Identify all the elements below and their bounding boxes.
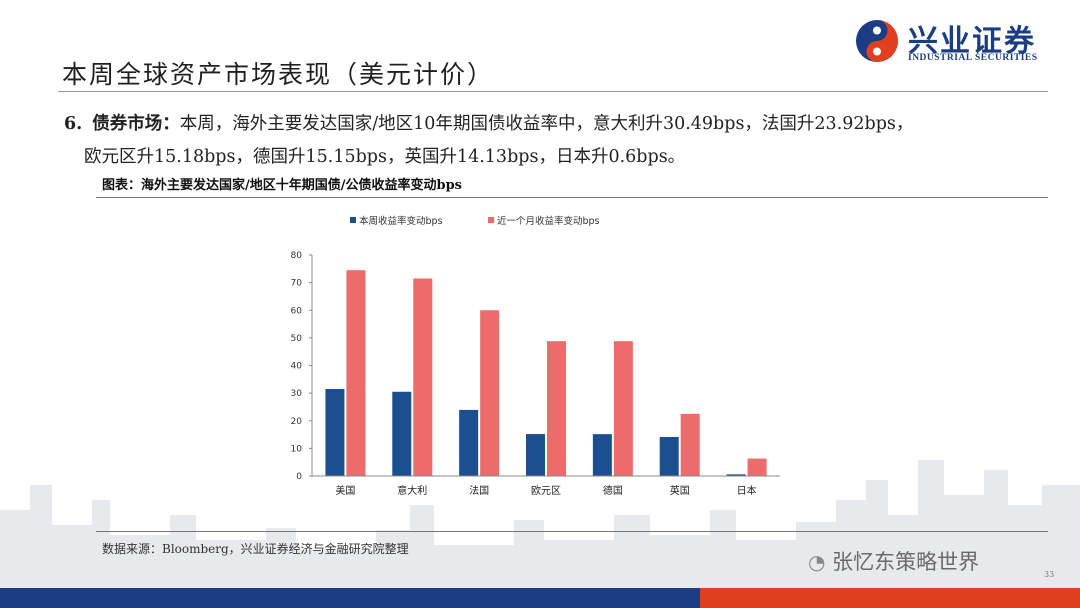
bar-weekly-4 — [592, 434, 612, 476]
title-divider — [58, 91, 1048, 92]
legend-swatch-1 — [488, 217, 494, 223]
body-paragraph: 6. 债券市场：本周，海外主要发达国家/地区10年期国债收益率中，意大利升30.4… — [64, 108, 1024, 174]
y-tick-label: 60 — [291, 306, 303, 316]
x-category-label: 法国 — [469, 484, 489, 497]
skyline-background — [0, 460, 1080, 588]
chart-legend: 本周收益率变动bps 近一个月收益率变动bps — [350, 215, 600, 227]
bar-weekly-2 — [459, 409, 479, 476]
x-category-label: 德国 — [603, 484, 623, 497]
point-line-1: 本周，海外主要发达国家/地区10年期国债收益率中，意大利升30.49bps，法国… — [179, 114, 914, 134]
point-number: 6. — [64, 114, 83, 134]
figure-top-rule — [96, 197, 1048, 198]
logo-subtitle: INDUSTRIAL SECURITIES — [908, 53, 1038, 63]
bar-weekly-3 — [526, 434, 545, 476]
x-category-label: 美国 — [335, 484, 355, 497]
bar-monthly-5 — [680, 413, 700, 476]
bar-weekly-0 — [325, 388, 345, 476]
y-tick-label: 40 — [291, 362, 303, 372]
bar-monthly-6 — [747, 458, 767, 476]
y-tick-label: 80 — [291, 251, 303, 261]
x-category-label: 意大利 — [397, 484, 427, 497]
data-source-note: 数据来源：Bloomberg，兴业证券经济与金融研究院整理 — [102, 542, 409, 556]
x-category-label: 欧元区 — [531, 485, 561, 497]
page-title: 本周全球资产市场表现（美元计价） — [62, 60, 495, 89]
point-heading: 债券市场： — [92, 114, 180, 134]
figure-caption: 图表：海外主要发达国家/地区十年期国债/公债收益率变动bps — [102, 178, 462, 193]
y-tick-label: 50 — [291, 334, 303, 344]
company-logo: 兴业证券 INDUSTRIAL SECURITIES — [852, 16, 1067, 68]
legend-label-1: 近一个月收益率变动bps — [497, 215, 600, 227]
figure-bottom-rule — [96, 531, 1048, 532]
bar-chart: 本周收益率变动bps 近一个月收益率变动bps 0 10 20 30 40 50 60 70 80… — [291, 215, 780, 497]
legend-swatch-0 — [350, 217, 356, 223]
y-tick-label: 20 — [291, 417, 303, 427]
bar-monthly-2 — [480, 310, 500, 476]
footer-bar-blue — [0, 588, 700, 608]
x-axis: 美国 意大利 法国 欧元区 德国 英国 日本 — [312, 475, 780, 497]
y-tick-label: 70 — [291, 279, 303, 289]
bar-weekly-5 — [659, 436, 679, 476]
bar-weekly-6 — [726, 474, 746, 476]
chart-bars — [325, 270, 767, 476]
y-tick-label: 10 — [291, 444, 303, 454]
wechat-watermark: ◔ 张忆东策略世界 — [808, 546, 979, 576]
point-line-2: 欧元区升15.18bps，德国升15.15bps，英国升14.13bps，日本升… — [84, 147, 686, 167]
y-tick-label: 0 — [296, 472, 302, 482]
bar-monthly-1 — [413, 278, 433, 476]
page-number: 33 — [1044, 570, 1055, 579]
bar-monthly-4 — [613, 341, 633, 476]
x-category-label: 日本 — [737, 484, 757, 497]
bar-monthly-3 — [547, 341, 566, 476]
bar-monthly-0 — [346, 270, 366, 476]
legend-label-0: 本周收益率变动bps — [359, 215, 443, 227]
y-tick-label: 30 — [291, 389, 303, 399]
footer-bar-red — [700, 588, 1080, 608]
x-category-label: 英国 — [670, 484, 690, 497]
logo-name: 兴业证券 — [908, 24, 1036, 59]
y-axis: 0 10 20 30 40 50 60 70 80 — [291, 251, 313, 482]
watermark-text: 张忆东策略世界 — [832, 550, 980, 574]
bar-weekly-1 — [392, 391, 412, 476]
logo-mark-icon — [856, 20, 898, 62]
wechat-icon: ◔ — [808, 550, 826, 574]
